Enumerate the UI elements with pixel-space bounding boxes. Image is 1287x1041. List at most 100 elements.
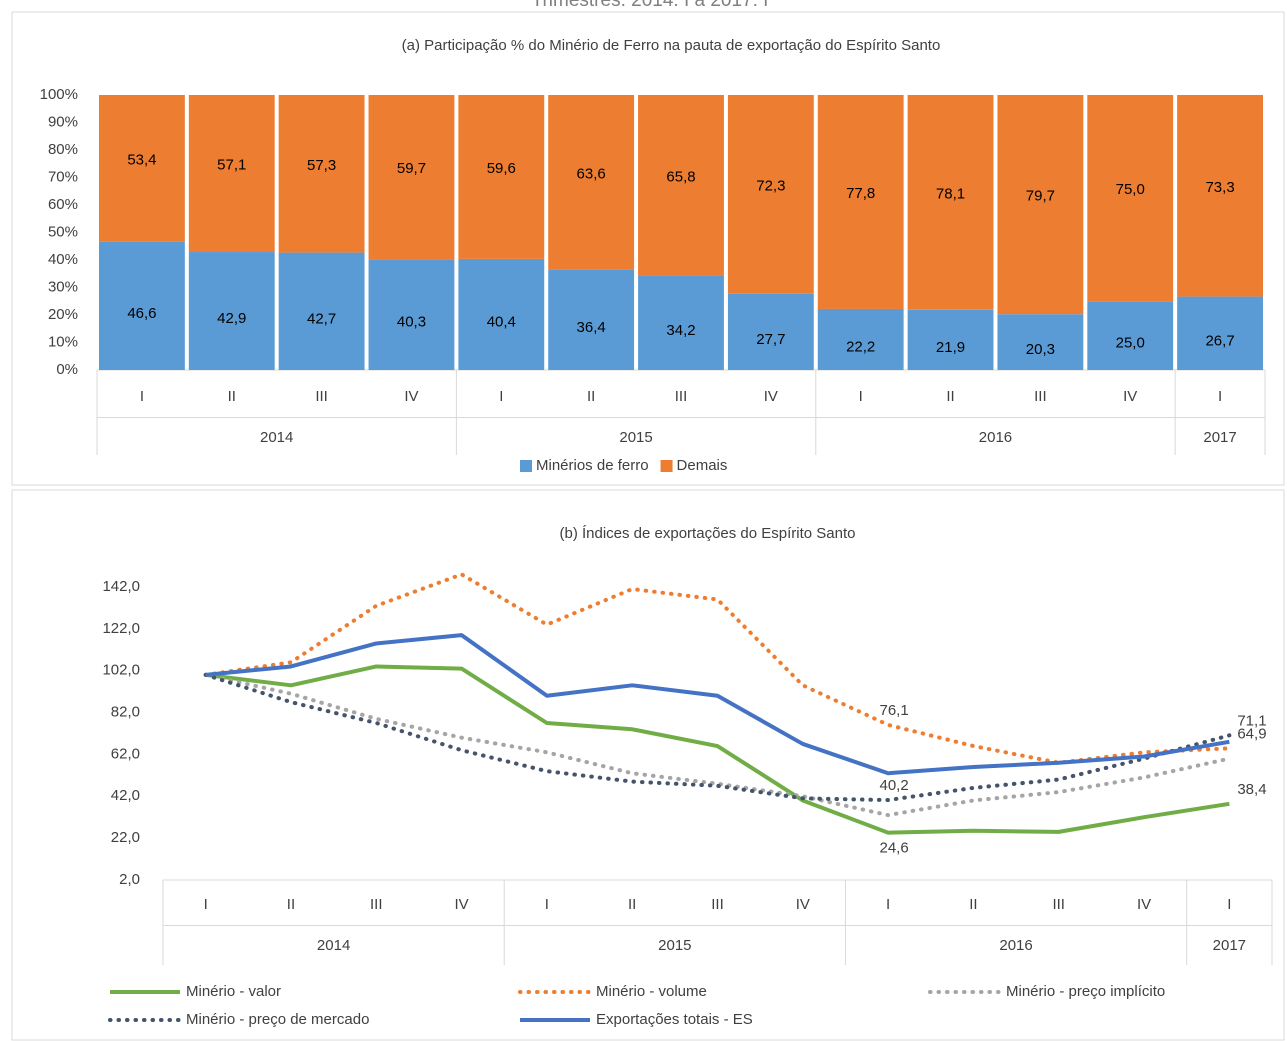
data-label: 59,7 xyxy=(397,160,426,177)
bar-segment xyxy=(458,95,545,259)
bar-segment xyxy=(278,95,365,253)
data-label: 27,7 xyxy=(756,331,785,348)
legend-label: Demais xyxy=(677,457,728,474)
x-tick-label: I xyxy=(499,388,503,405)
bar-segment xyxy=(727,293,814,370)
y-tick-label: 42,0 xyxy=(111,787,140,804)
data-label: 59,6 xyxy=(487,160,516,177)
bar-segment xyxy=(188,252,275,370)
line-series xyxy=(203,672,1232,803)
y-tick-label: 0% xyxy=(56,361,78,378)
x-tick-label: I xyxy=(859,388,863,405)
x-tick-label: I xyxy=(204,896,208,913)
y-tick-label: 62,0 xyxy=(111,745,140,762)
bar-segment xyxy=(997,95,1084,315)
y-tick-label: 102,0 xyxy=(102,662,140,679)
bar-segment xyxy=(997,314,1084,370)
bar-segment xyxy=(817,308,904,370)
data-label: 26,7 xyxy=(1205,332,1234,349)
x-tick-label: II xyxy=(228,388,236,405)
bar-segment xyxy=(368,95,455,260)
bar-segment xyxy=(907,95,994,310)
y-tick-label: 40% xyxy=(48,251,78,268)
group-label: 2014 xyxy=(317,937,350,954)
bar-segment xyxy=(368,259,455,370)
bar-segment xyxy=(458,258,545,370)
y-tick-label: 80% xyxy=(48,141,78,158)
data-label: 64,9 xyxy=(1237,725,1266,742)
x-tick-label: III xyxy=(370,896,383,913)
data-label: 78,1 xyxy=(936,185,965,202)
legend-label: Minério - preço implícito xyxy=(1006,983,1165,1000)
bar-segment xyxy=(1087,95,1174,302)
bar-segment xyxy=(817,95,904,309)
x-tick-label: III xyxy=(711,896,724,913)
group-label: 2017 xyxy=(1203,429,1236,446)
group-label: 2017 xyxy=(1213,937,1246,954)
y-tick-label: 2,0 xyxy=(119,871,140,888)
bar-segment xyxy=(907,309,994,370)
line-series xyxy=(205,664,1230,835)
data-label: 65,8 xyxy=(666,168,695,185)
data-label: 34,2 xyxy=(666,322,695,339)
chart-title: (b) Índices de exportações do Espírito S… xyxy=(559,525,855,542)
x-tick-label: III xyxy=(675,388,688,405)
data-label: 71,1 xyxy=(1237,712,1266,729)
x-tick-label: I xyxy=(545,896,549,913)
x-tick-label: IV xyxy=(796,896,810,913)
x-tick-label: II xyxy=(587,388,595,405)
bar-segment xyxy=(1087,301,1174,370)
data-label: 57,1 xyxy=(217,156,246,173)
y-tick-label: 22,0 xyxy=(111,829,140,846)
bar-segment xyxy=(278,252,365,370)
chart-frame xyxy=(11,489,1285,1041)
y-tick-label: 100% xyxy=(40,86,78,103)
data-label: 46,6 xyxy=(127,305,156,322)
y-tick-label: 50% xyxy=(48,223,78,240)
x-tick-label: II xyxy=(969,896,977,913)
data-label: 57,3 xyxy=(307,157,336,174)
bar-segment xyxy=(1177,95,1263,297)
bar-segment xyxy=(188,95,275,253)
legend-label: Minérios de ferro xyxy=(536,457,649,474)
bar-segment xyxy=(727,95,814,294)
y-tick-label: 90% xyxy=(48,113,78,130)
data-label: 25,0 xyxy=(1116,335,1145,352)
y-tick-label: 82,0 xyxy=(111,704,140,721)
page-title: Trimestres: 2014: I a 2017: I xyxy=(532,0,769,11)
x-tick-label: III xyxy=(1034,388,1047,405)
x-tick-label: III xyxy=(1052,896,1065,913)
x-tick-label: I xyxy=(1227,896,1231,913)
x-tick-label: I xyxy=(886,896,890,913)
bar-segment xyxy=(99,95,185,242)
legend-label: Minério - preço de mercado xyxy=(186,1011,369,1028)
y-tick-label: 10% xyxy=(48,333,78,350)
group-label: 2014 xyxy=(260,429,293,446)
x-tick-label: IV xyxy=(404,388,418,405)
data-label: 40,4 xyxy=(487,313,516,330)
group-label: 2015 xyxy=(619,429,652,446)
x-tick-label: II xyxy=(946,388,954,405)
x-tick-label: IV xyxy=(1137,896,1151,913)
line-series xyxy=(203,572,1232,765)
data-label: 40,3 xyxy=(397,314,426,331)
data-label: 42,9 xyxy=(217,310,246,327)
chart-title: (a) Participação % do Minério de Ferro n… xyxy=(402,37,941,54)
x-tick-label: IV xyxy=(1123,388,1137,405)
y-tick-label: 70% xyxy=(48,168,78,185)
data-label: 42,7 xyxy=(307,310,336,327)
x-tick-label: II xyxy=(287,896,295,913)
x-tick-label: III xyxy=(315,388,328,405)
legend-label: Minério - volume xyxy=(596,983,707,1000)
x-tick-label: I xyxy=(140,388,144,405)
group-label: 2016 xyxy=(979,429,1012,446)
group-label: 2016 xyxy=(999,937,1032,954)
y-tick-label: 30% xyxy=(48,278,78,295)
bar-segment xyxy=(99,241,185,370)
legend-label: Minério - valor xyxy=(186,983,281,1000)
line-series xyxy=(205,633,1230,776)
data-label: 40,2 xyxy=(880,777,909,794)
bar-segment xyxy=(638,275,724,370)
data-label: 63,6 xyxy=(577,165,606,182)
data-label: 38,4 xyxy=(1237,781,1266,798)
